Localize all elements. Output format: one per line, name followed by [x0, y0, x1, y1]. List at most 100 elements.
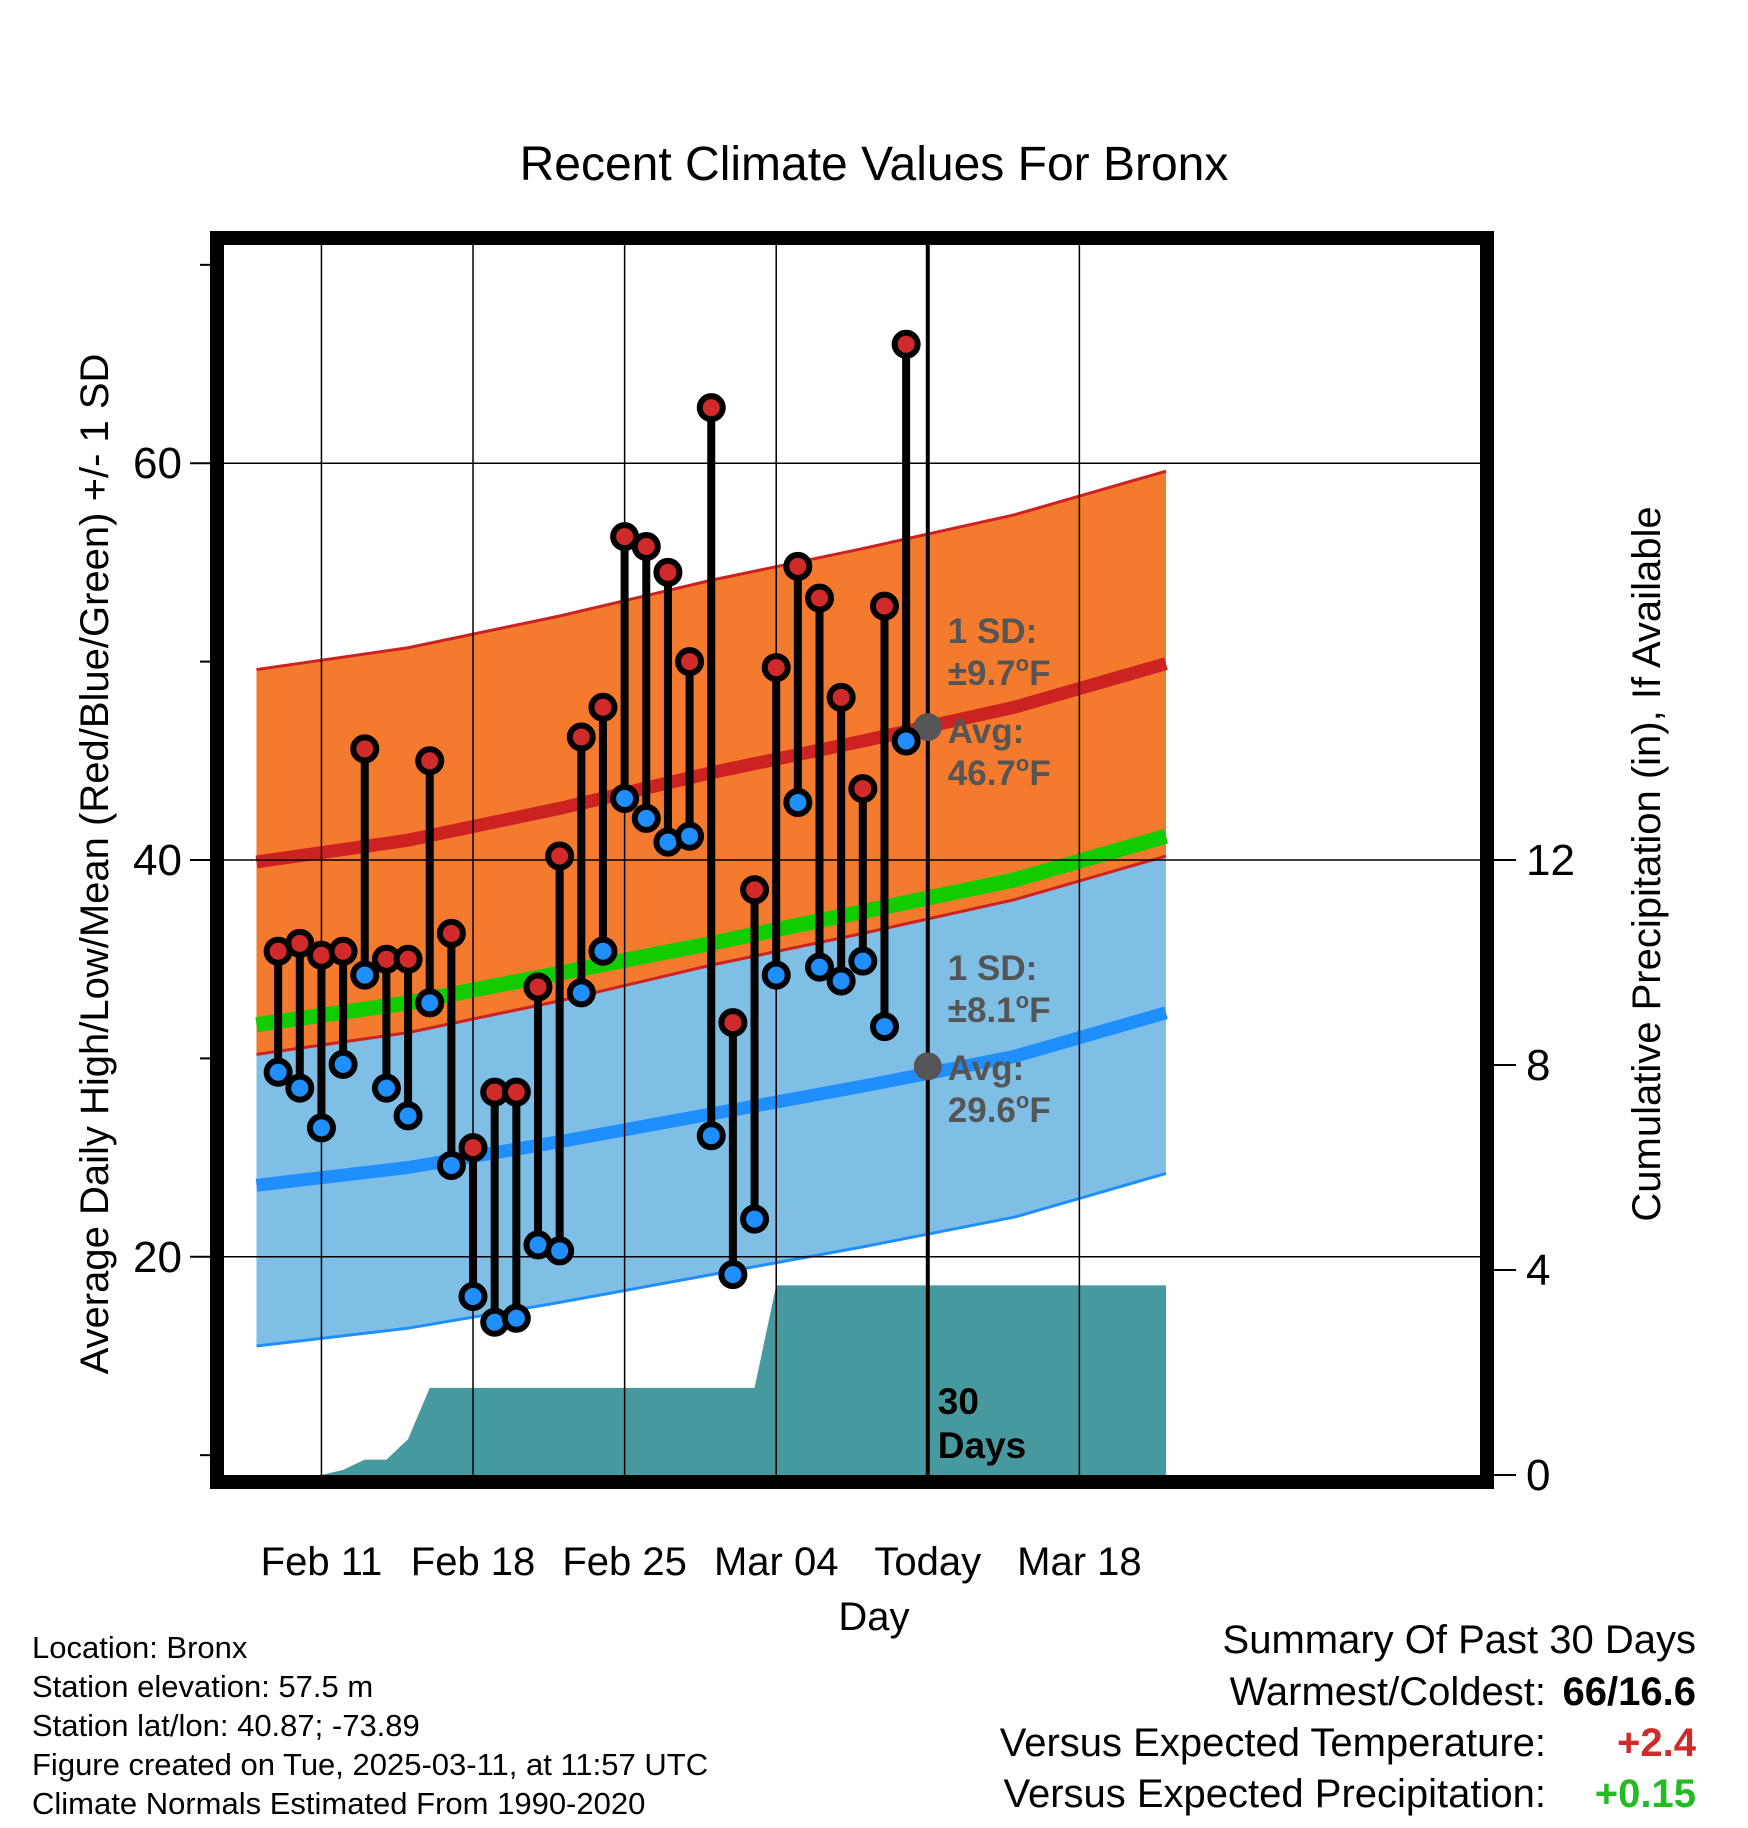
daily-low-point: [783, 787, 813, 817]
daily-low-point: [436, 1151, 466, 1181]
y2-axis-label: Cumulative Precipitation (in), If Availa…: [1625, 506, 1669, 1221]
daily-low-point: [869, 1012, 899, 1042]
daily-high-point: [501, 1077, 531, 1107]
daily-low-point: [891, 726, 921, 756]
low-sd-label: 1 SD:: [948, 949, 1037, 988]
daily-high-point: [631, 532, 661, 562]
daily-high-point: [891, 329, 921, 359]
daily-high-point: [588, 692, 618, 722]
daily-low-point: [415, 988, 445, 1018]
daily-low-point: [350, 960, 380, 990]
y2-tick-label: 8: [1526, 1041, 1550, 1090]
created-text: Figure created on Tue, 2025-03-11, at 11…: [32, 1747, 709, 1782]
daily-high-point: [328, 936, 358, 966]
daily-low-point: [328, 1049, 358, 1079]
y-tick-label: 60: [133, 439, 182, 488]
low-avg-today-marker: [913, 1052, 942, 1081]
x-axis-label: Day: [838, 1595, 909, 1639]
location-text: Location: Bronx: [32, 1630, 248, 1665]
daily-high-point: [523, 972, 553, 1002]
daily-high-point: [761, 653, 791, 683]
daily-low-point: [588, 936, 618, 966]
daily-high-point: [740, 875, 770, 905]
daily-low-point: [718, 1260, 748, 1290]
high-sd-value: ±9.7oF: [948, 651, 1051, 693]
elevation-text: Station elevation: 57.5 m: [32, 1669, 374, 1704]
summary-title: Summary Of Past 30 Days: [1222, 1618, 1696, 1662]
low-avg-label: Avg:: [948, 1049, 1024, 1088]
daily-low-point: [631, 803, 661, 833]
precip-anomaly-label: Versus Expected Precipitation:: [1003, 1772, 1546, 1816]
daily-high-point: [783, 551, 813, 581]
y2-tick-label: 0: [1526, 1451, 1550, 1500]
x-tick-label: Feb 25: [562, 1540, 687, 1584]
y-tick-label: 40: [133, 836, 182, 885]
daily-high-point: [285, 928, 315, 958]
daily-low-point: [805, 952, 835, 982]
low-sd-lower-edge: [256, 1172, 1167, 1348]
daily-high-point: [350, 734, 380, 764]
y-axis-label: Average Daily High/Low/Mean (Red/Blue/Gr…: [73, 354, 117, 1375]
precip-area: [256, 1285, 1166, 1475]
daily-high-point: [458, 1133, 488, 1163]
x-tick-label: Mar 18: [1017, 1540, 1142, 1584]
warm-cold-label: Warmest/Coldest:: [1229, 1670, 1546, 1714]
high-avg-today-marker: [913, 713, 942, 742]
daily-low-point: [761, 960, 791, 990]
temp-anomaly-label: Versus Expected Temperature:: [999, 1721, 1546, 1765]
high-avg-label: Avg:: [948, 712, 1024, 751]
chart-title: Recent Climate Values For Bronx: [520, 138, 1229, 191]
normals-period-text: Climate Normals Estimated From 1990-2020: [32, 1786, 646, 1821]
daily-low-point: [371, 1073, 401, 1103]
y2-tick-label: 12: [1526, 836, 1575, 885]
daily-low-point: [458, 1281, 488, 1311]
warm-cold-value: 66/16.6: [1562, 1670, 1696, 1714]
daily-high-point: [545, 841, 575, 871]
daily-high-point: [696, 393, 726, 423]
daily-low-point: [285, 1073, 315, 1103]
temp-anomaly-value: +2.4: [1617, 1721, 1696, 1765]
daily-low-point: [848, 946, 878, 976]
daily-low-point: [545, 1236, 575, 1266]
x-tick-label: Mar 04: [714, 1540, 839, 1584]
daily-low-point: [501, 1303, 531, 1333]
latlon-text: Station lat/lon: 40.87; -73.89: [32, 1708, 420, 1743]
station-info: Location: Bronx Station elevation: 57.5 …: [32, 1628, 708, 1823]
daily-high-point: [718, 1008, 748, 1038]
daily-high-point: [805, 583, 835, 613]
low-avg-value: 29.6oF: [948, 1088, 1051, 1130]
y-tick-label: 20: [133, 1233, 182, 1282]
daily-high-point: [566, 722, 596, 752]
days-label-line2: Days: [938, 1425, 1026, 1466]
daily-high-point: [826, 682, 856, 712]
daily-low-point: [393, 1101, 423, 1131]
high-sd-label: 1 SD:: [948, 612, 1037, 651]
daily-low-point: [675, 821, 705, 851]
days-label-line1: 30: [938, 1381, 979, 1422]
warm-cold-row: Warmest/Coldest: 66/16.6: [1000, 1670, 1696, 1721]
daily-low-point: [740, 1204, 770, 1234]
y2-tick-label: 4: [1526, 1246, 1550, 1295]
low-sd-value: ±8.1oF: [948, 988, 1051, 1030]
plot-inner: [224, 245, 1480, 1475]
daily-high-point: [415, 746, 445, 776]
precip-anomaly-value: +0.15: [1594, 1772, 1696, 1816]
daily-low-point: [610, 784, 640, 813]
x-tick-label: Today: [874, 1540, 981, 1584]
summary-panel: Summary Of Past 30 Days Warmest/Coldest:…: [1000, 1618, 1696, 1823]
daily-high-point: [848, 774, 878, 804]
temp-anomaly-row: Versus Expected Temperature: +2.4: [1000, 1721, 1696, 1772]
x-tick-label: Feb 18: [411, 1540, 536, 1584]
precip-anomaly-row: Versus Expected Precipitation: +0.15: [1000, 1772, 1696, 1823]
daily-low-point: [263, 1057, 293, 1087]
daily-high-point: [869, 591, 899, 621]
daily-low-point: [826, 966, 856, 996]
daily-high-point: [393, 944, 423, 974]
daily-high-point: [653, 557, 683, 587]
high-avg-value: 46.7oF: [948, 751, 1051, 793]
daily-high-point: [675, 647, 705, 677]
daily-low-point: [306, 1113, 336, 1143]
daily-low-point: [566, 978, 596, 1008]
